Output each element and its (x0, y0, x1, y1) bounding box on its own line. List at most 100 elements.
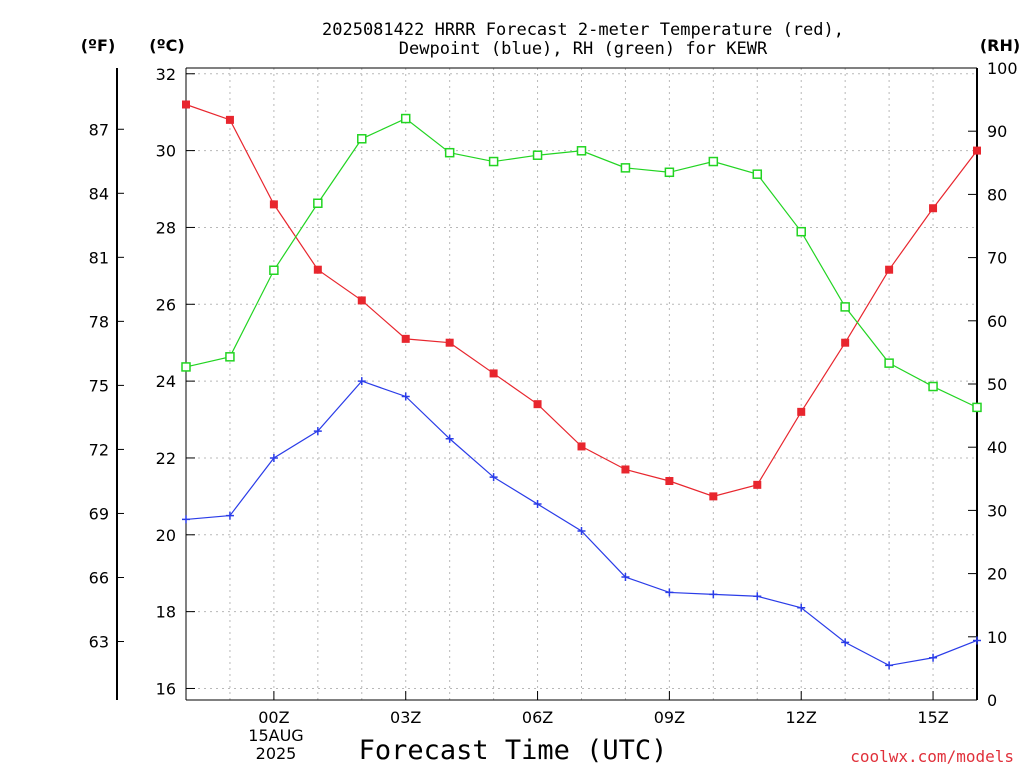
dewpoint-point (357, 377, 366, 386)
temperature-point (533, 400, 542, 409)
rh-tick-label: 60 (987, 312, 1007, 331)
dewpoint-point (709, 590, 718, 599)
rh-point (620, 163, 631, 173)
dewpoint-point (929, 653, 938, 662)
rh-point (840, 302, 850, 312)
rh-point (796, 226, 806, 237)
celsius-tick-label: 32 (156, 65, 176, 84)
temperature-point (621, 465, 630, 474)
rh-point (400, 113, 411, 124)
rh-tick-label: 100 (987, 59, 1018, 78)
dewpoint-point (313, 427, 322, 436)
dewpoint-point (753, 592, 762, 601)
temperature-point (489, 369, 498, 378)
rh-tick-label: 70 (987, 249, 1007, 268)
dewpoint-point (401, 392, 410, 401)
temperature-point (841, 338, 850, 347)
tick-labels: 16 18 20 22 24 26 28 30 32 63 66 69 72 75 78 81 84 87 0 10 2… (89, 59, 1018, 727)
axes (116, 67, 978, 701)
celsius-tick-label: 30 (156, 142, 176, 161)
title-line-2: Dewpoint (blue), RH (green) for KEWR (399, 39, 768, 59)
date-line-1: 15AUG (248, 726, 303, 745)
dewpoint-point (577, 526, 586, 535)
x-tick-label: 12Z (786, 708, 817, 727)
celsius-tick-label: 20 (156, 526, 176, 545)
x-tick-label: 00Z (258, 708, 289, 727)
dewpoint-point (621, 573, 630, 582)
dewpoint-point (797, 603, 806, 612)
dewpoint-point (665, 588, 674, 597)
rh-point (972, 402, 982, 413)
rh-point (444, 147, 455, 158)
celsius-tick-label: 22 (156, 449, 176, 468)
rh-tick-label: 20 (987, 565, 1007, 584)
rh-point (664, 167, 675, 178)
temperature-point (269, 200, 278, 209)
rh-point (181, 362, 191, 372)
celsius-tick-label: 18 (156, 603, 176, 622)
rh-point (225, 352, 235, 362)
dewpoint-point (533, 500, 542, 509)
celsius-tick-label: 24 (156, 372, 176, 391)
x-tick-label: 09Z (654, 708, 685, 727)
dewpoint-point (841, 638, 850, 647)
fahrenheit-tick-label: 66 (89, 568, 109, 587)
temperature-point (577, 442, 586, 451)
x-axis-label: Forecast Time (UTC) (359, 735, 668, 766)
fahrenheit-tick-label: 69 (89, 504, 109, 523)
x-tick-label: 06Z (522, 708, 553, 727)
temperature-line (185, 103, 978, 498)
temperature-point (313, 265, 322, 274)
rh-point (488, 156, 499, 167)
rh-line (185, 117, 978, 408)
temperature-point (401, 334, 410, 343)
title-line-1: 2025081422 HRRR Forecast 2-meter Tempera… (322, 20, 844, 40)
temperature-point (885, 265, 894, 274)
fahrenheit-tick-label: 72 (89, 440, 109, 459)
rh-tick-label: 80 (987, 185, 1007, 204)
temperature-point (445, 338, 454, 347)
date-line-2: 2025 (256, 744, 297, 763)
dewpoint-point (182, 515, 190, 524)
rh-tick-label: 0 (987, 691, 997, 710)
temperature-point (797, 407, 806, 416)
rh-tick-label: 40 (987, 438, 1007, 457)
dewpoint-point (445, 434, 454, 443)
celsius-tick-label: 16 (156, 679, 176, 698)
dewpoint-point (269, 453, 278, 462)
rh-tick-label: 50 (987, 375, 1007, 394)
rh-point (357, 134, 367, 144)
series-layer (181, 100, 982, 670)
fahrenheit-tick-label: 63 (89, 633, 109, 652)
rh-tick-label: 30 (987, 501, 1007, 520)
rh-point (532, 150, 543, 160)
temperature-point (665, 477, 674, 486)
temperature-point (709, 492, 718, 501)
rh-point (576, 146, 587, 156)
temperature-point (357, 296, 366, 305)
temperature-point (753, 480, 762, 489)
fahrenheit-tick-label: 78 (89, 312, 109, 331)
grid-lines (186, 68, 977, 700)
celsius-tick-label: 28 (156, 218, 176, 237)
fahrenheit-tick-label: 75 (89, 376, 109, 395)
unit-rh: (RH) (980, 36, 1020, 55)
unit-fahrenheit: (ºF) (81, 36, 116, 55)
temperature-point (225, 115, 234, 124)
rh-point (269, 265, 279, 275)
rh-point (884, 358, 894, 368)
fahrenheit-tick-label: 87 (89, 120, 109, 139)
dewpoint-point (225, 511, 234, 520)
temperature-point (182, 100, 190, 109)
rh-point (313, 198, 323, 208)
fahrenheit-tick-label: 84 (89, 184, 109, 203)
x-tick-label: 15Z (917, 708, 948, 727)
rh-point (928, 381, 938, 392)
rh-point (708, 156, 719, 167)
dewpoint-point (489, 473, 498, 482)
rh-tick-label: 10 (987, 628, 1007, 647)
dewpoint-point (885, 661, 894, 670)
temperature-point (929, 204, 938, 213)
unit-celsius: (ºC) (149, 36, 184, 55)
